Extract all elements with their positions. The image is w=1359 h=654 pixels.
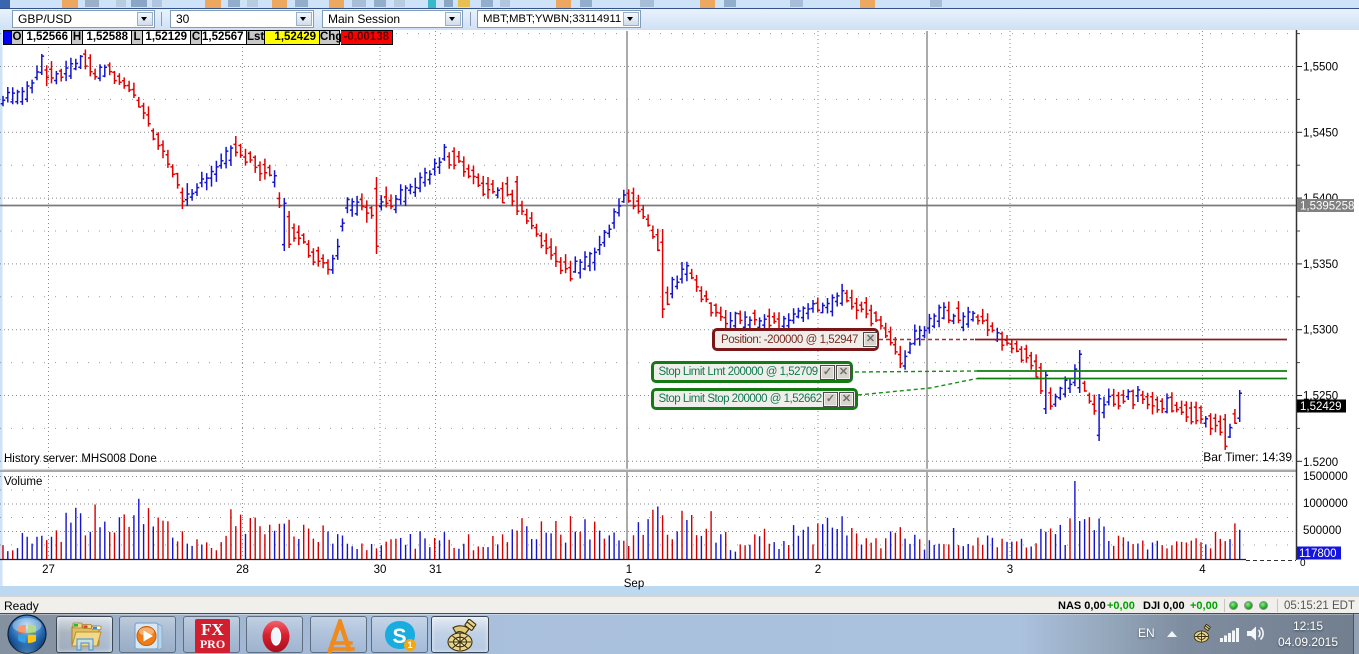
svg-text:1,5500: 1,5500 xyxy=(1303,62,1338,74)
svg-text:Bar Timer: 14:39: Bar Timer: 14:39 xyxy=(1203,450,1292,464)
svg-text:Volume: Volume xyxy=(4,476,42,488)
svg-text:1,5395258: 1,5395258 xyxy=(1300,201,1354,213)
svg-text:27: 27 xyxy=(42,564,55,576)
svg-text:0: 0 xyxy=(1300,558,1306,569)
svg-text:3: 3 xyxy=(1007,564,1013,576)
svg-text:4: 4 xyxy=(1199,564,1206,576)
svg-text:500000: 500000 xyxy=(1303,525,1341,537)
svg-text:31: 31 xyxy=(429,564,442,576)
svg-text:Sep: Sep xyxy=(624,578,644,590)
svg-text:1,5300: 1,5300 xyxy=(1303,325,1338,337)
svg-text:1500000: 1500000 xyxy=(1303,471,1348,483)
svg-text:1,5450: 1,5450 xyxy=(1303,127,1338,139)
svg-text:30: 30 xyxy=(374,564,387,576)
svg-text:2: 2 xyxy=(815,564,821,576)
svg-text:1,5350: 1,5350 xyxy=(1303,259,1338,271)
svg-text:1.5200: 1.5200 xyxy=(1303,457,1338,469)
svg-text:117800: 117800 xyxy=(1299,548,1337,560)
svg-text:1: 1 xyxy=(626,564,632,576)
svg-text:S: S xyxy=(392,625,406,648)
svg-text:28: 28 xyxy=(236,564,249,576)
svg-text:1,52429: 1,52429 xyxy=(1300,401,1342,413)
svg-text:History server: MHS008 Done: History server: MHS008 Done xyxy=(4,453,157,465)
svg-text:1000000: 1000000 xyxy=(1303,498,1348,510)
